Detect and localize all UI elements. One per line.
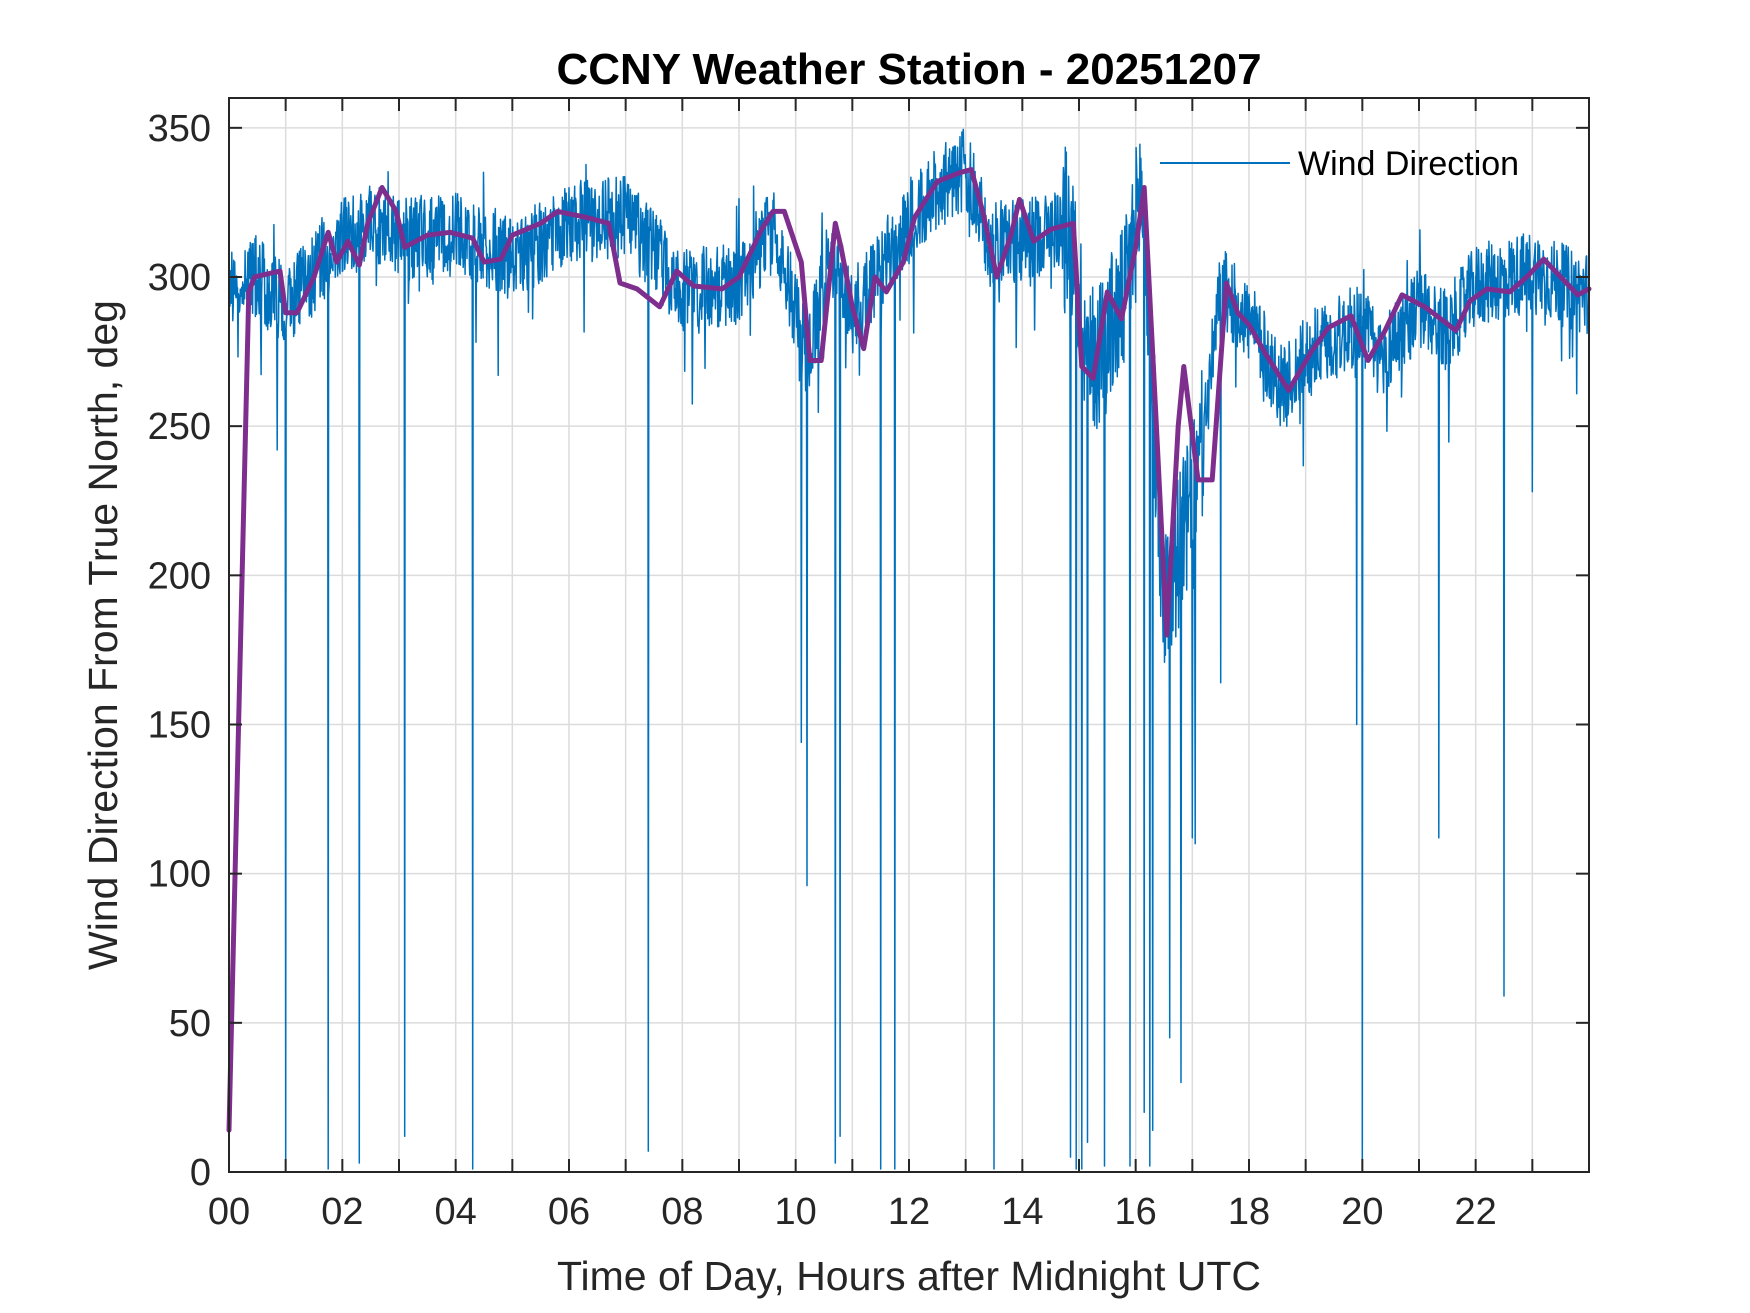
y-tick-label: 100 (148, 854, 211, 896)
legend: Wind Direction (1160, 145, 1519, 183)
y-tick-label: 250 (148, 406, 211, 448)
chart-title: CCNY Weather Station - 20251207 (556, 45, 1261, 94)
x-tick-label: 20 (1341, 1191, 1383, 1233)
y-tick-label: 150 (148, 705, 211, 747)
x-tick-label: 12 (888, 1191, 930, 1233)
series-moving-average-line (226, 167, 1592, 1133)
y-tick-label: 50 (169, 1003, 211, 1045)
y-tick-label: 200 (148, 555, 211, 597)
x-tick-label: 06 (548, 1191, 590, 1233)
x-tick-label: 08 (661, 1191, 703, 1233)
y-tick-label: 0 (190, 1152, 211, 1194)
x-axis-label: Time of Day, Hours after Midnight UTC (557, 1253, 1261, 1299)
y-tick-label: 300 (148, 257, 211, 299)
x-tick-label: 16 (1115, 1191, 1157, 1233)
x-tick-label: 22 (1455, 1191, 1497, 1233)
x-tick-label: 00 (208, 1191, 250, 1233)
x-tick-label: 14 (1001, 1191, 1043, 1233)
x-tick-label: 02 (321, 1191, 363, 1233)
legend-label-wind-direction: Wind Direction (1298, 145, 1519, 183)
x-tick-label: 04 (435, 1191, 477, 1233)
y-axis-label: Wind Direction From True North, deg (80, 300, 126, 970)
x-tick-label: 10 (775, 1191, 817, 1233)
x-tick-label: 18 (1228, 1191, 1270, 1233)
ticks: 00 02 04 06 08 10 12 14 16 18 20 22 0 50 100 150 200 250 3… (148, 98, 1589, 1233)
y-tick-label: 350 (148, 108, 211, 150)
